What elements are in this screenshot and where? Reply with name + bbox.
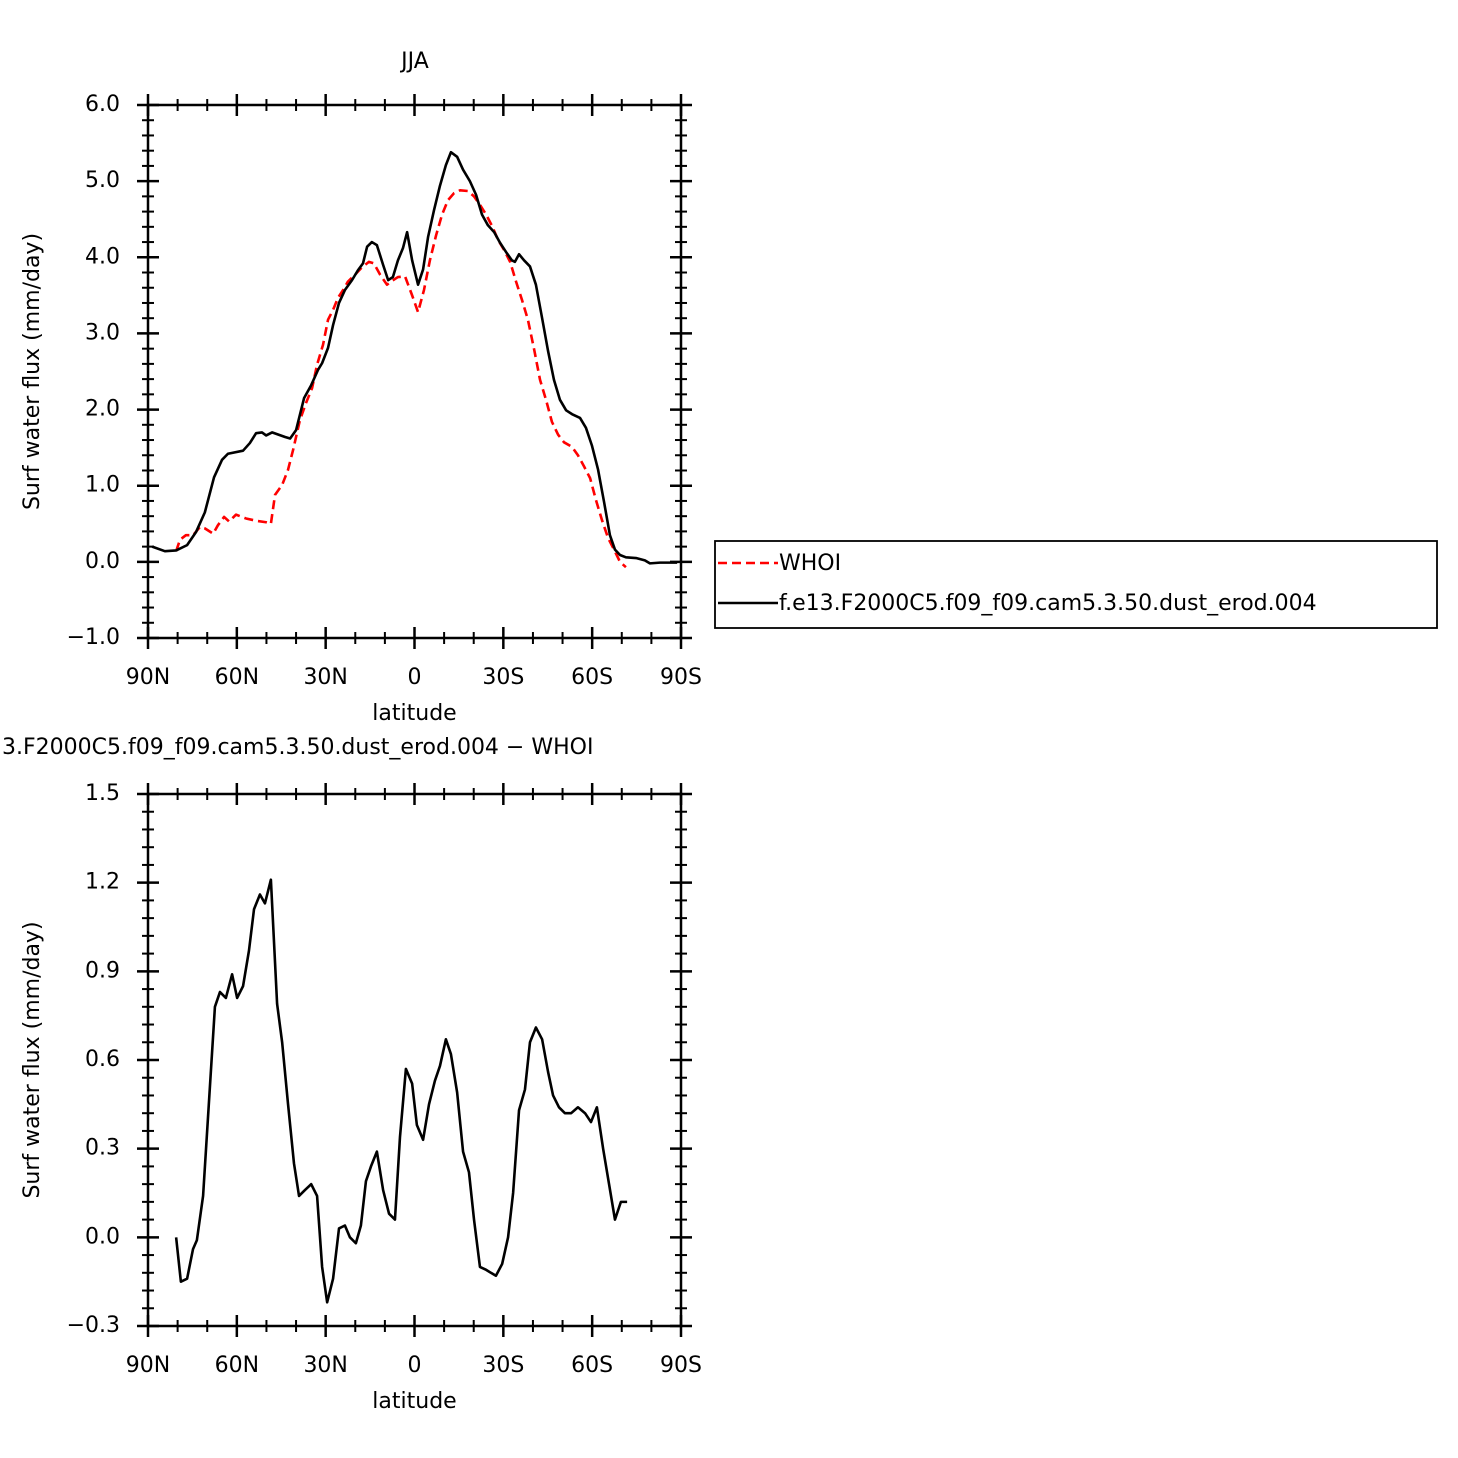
series-line bbox=[174, 188, 627, 569]
y-tick-label: 1.5 bbox=[85, 781, 120, 806]
x-tick-label: 60N bbox=[215, 665, 259, 690]
plot-frame bbox=[146, 792, 683, 1328]
y-tick-label: −1.0 bbox=[67, 625, 120, 650]
y-tick-label: 1.0 bbox=[85, 473, 120, 498]
x-tick-label: 90S bbox=[660, 1353, 702, 1378]
y-tick-label: 0.3 bbox=[85, 1136, 120, 1161]
y-axis-label: Surf water flux (mm/day) bbox=[20, 921, 45, 1198]
y-tick-label: 0.9 bbox=[85, 958, 120, 983]
legend-label: WHOI bbox=[779, 551, 841, 576]
chart-title: JJA bbox=[399, 49, 429, 74]
y-tick-label: 0.6 bbox=[85, 1047, 120, 1072]
y-tick-label: 0.0 bbox=[85, 549, 120, 574]
x-tick-label: 60N bbox=[215, 1353, 259, 1378]
chart-title: 3.F2000C5.f09_f09.cam5.3.50.dust_erod.00… bbox=[2, 735, 593, 760]
y-tick-label: −0.3 bbox=[67, 1313, 120, 1338]
x-tick-label: 60S bbox=[571, 1353, 613, 1378]
plot-frame bbox=[146, 103, 683, 640]
y-tick-label: 2.0 bbox=[85, 397, 120, 422]
panel: 3.F2000C5.f09_f09.cam5.3.50.dust_erod.00… bbox=[2, 735, 702, 1414]
x-tick-label: 30N bbox=[303, 665, 347, 690]
y-tick-label: 0.0 bbox=[85, 1224, 120, 1249]
x-axis-label: latitude bbox=[372, 701, 456, 726]
y-tick-label: 6.0 bbox=[85, 92, 120, 117]
x-tick-label: 30S bbox=[482, 665, 524, 690]
y-tick-label: 3.0 bbox=[85, 320, 120, 345]
x-tick-label: 90S bbox=[660, 665, 702, 690]
y-tick-label: 1.2 bbox=[85, 870, 120, 895]
x-tick-label: 0 bbox=[408, 665, 422, 690]
x-tick-label: 30N bbox=[303, 1353, 347, 1378]
x-tick-label: 90N bbox=[126, 665, 170, 690]
legend-box bbox=[714, 540, 1438, 629]
y-tick-label: 5.0 bbox=[85, 168, 120, 193]
x-axis-label: latitude bbox=[372, 1389, 456, 1414]
x-tick-label: 0 bbox=[408, 1353, 422, 1378]
series-line bbox=[174, 878, 628, 1304]
legend-label: f.e13.F2000C5.f09_f09.cam5.3.50.dust_ero… bbox=[779, 591, 1317, 616]
x-tick-label: 90N bbox=[126, 1353, 170, 1378]
y-tick-label: 4.0 bbox=[85, 244, 120, 269]
x-tick-label: 30S bbox=[482, 1353, 524, 1378]
y-axis-label: Surf water flux (mm/day) bbox=[20, 233, 45, 510]
series-line bbox=[151, 150, 678, 565]
x-tick-label: 60S bbox=[571, 665, 613, 690]
